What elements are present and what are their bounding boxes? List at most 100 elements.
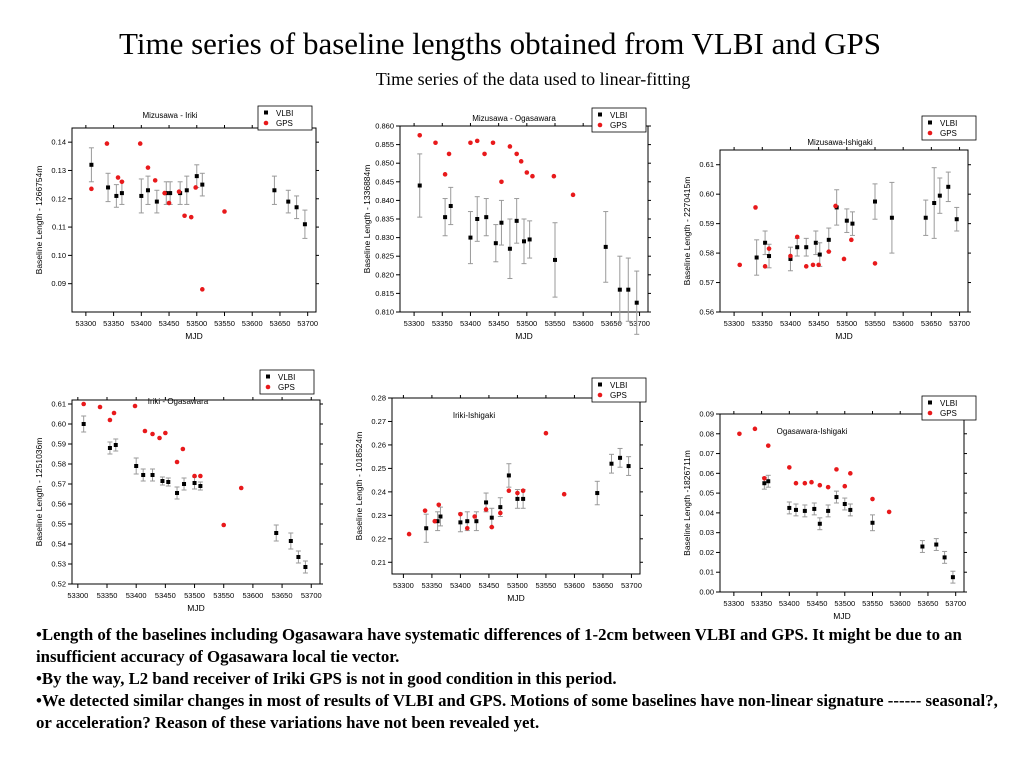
gps-point	[848, 471, 853, 476]
x-tick-label: 53400	[779, 599, 800, 608]
gps-point	[551, 173, 557, 179]
x-tick-label: 53300	[404, 319, 425, 328]
gps-point	[433, 140, 438, 146]
chart-title: Mizusawa - Iriki	[142, 111, 197, 120]
x-tick-label: 53600	[573, 319, 594, 328]
vlbi-point	[942, 555, 947, 560]
y-axis-label: Baseline Length - 1266754m	[34, 166, 44, 275]
chart-iriki-ogasawara: 53300 53350 53400 53450 53500 53550 53600 53650…	[18, 368, 338, 622]
legend-gps-marker	[597, 122, 603, 128]
x-axis-label: MJD	[515, 331, 532, 341]
vlbi-point	[89, 162, 94, 167]
gps-point	[142, 428, 148, 434]
x-tick-label: 53700	[297, 319, 318, 328]
x-tick-label: 53450	[478, 581, 499, 590]
gps-point	[432, 518, 438, 524]
legend-vlbi-label: VLBI	[610, 111, 627, 120]
y-tick-label: 0.05	[699, 489, 714, 498]
vlbi-point	[274, 531, 279, 535]
chart-svg: 53300 53350 53400 53450 53500 53550 53600 53650…	[362, 107, 651, 341]
gps-point	[737, 431, 742, 437]
x-tick-label: 53450	[488, 319, 509, 328]
y-tick-label: 0.22	[371, 534, 386, 543]
y-tick-label: 0.850	[375, 159, 394, 168]
chart-title: Mizusawa-Ishigaki	[807, 138, 873, 147]
x-tick-label: 53300	[393, 581, 414, 590]
gps-point	[115, 175, 121, 180]
vlbi-point	[817, 521, 822, 526]
gps-point	[111, 410, 117, 416]
x-tick-label: 53300	[75, 319, 96, 328]
y-tick-label: 0.12	[51, 194, 66, 203]
gps-point	[498, 510, 503, 516]
x-tick-label: 53450	[808, 319, 829, 328]
y-tick-label: 0.860	[375, 122, 394, 131]
y-tick-label: 0.25	[371, 464, 386, 473]
gps-point	[762, 264, 768, 269]
gps-point	[752, 426, 758, 432]
y-tick-label: 0.58	[699, 249, 714, 258]
vlbi-point	[812, 506, 817, 511]
gps-point	[221, 522, 227, 528]
gps-point	[180, 446, 186, 452]
bullet-list: •Length of the baselines including Ogasa…	[36, 624, 1011, 734]
gps-point	[458, 511, 463, 517]
x-tick-label: 53300	[723, 599, 744, 608]
slide-subtitle: Time series of the data used to linear-f…	[375, 69, 691, 89]
legend-vlbi-marker	[928, 120, 932, 125]
vlbi-point	[603, 244, 608, 249]
gps-point	[490, 140, 496, 146]
y-tick-label: 0.28	[371, 394, 386, 403]
vlbi-point	[766, 479, 771, 484]
legend-box	[921, 115, 977, 141]
vlbi-point	[134, 464, 139, 468]
y-tick-label: 0.00	[699, 588, 714, 597]
x-tick-label: 53700	[945, 599, 966, 608]
x-tick-label: 53550	[536, 581, 557, 590]
vlbi-point	[950, 575, 955, 580]
chart-mizusawa-iriki: 53300 53350 53400 53450 53500 53550 53600 53650…	[18, 98, 338, 350]
gps-point	[162, 190, 167, 196]
gps-point	[825, 484, 831, 490]
vlbi-point	[754, 255, 759, 260]
vlbi-point	[498, 505, 503, 510]
vlbi-point	[493, 241, 498, 246]
vlbi-point	[168, 191, 173, 196]
chart-mizusawa-ogasawara: 53300 53350 53400 53450 53500 53550 53600 53650…	[350, 107, 670, 350]
plot-frame	[71, 399, 321, 585]
y-axis-label: Baseline Length - 2270415m	[682, 177, 692, 286]
gps-point	[809, 479, 814, 485]
gps-point	[104, 141, 110, 146]
y-tick-label: 0.09	[51, 279, 66, 288]
legend-gps-marker	[597, 392, 603, 398]
y-tick-label: 0.06	[699, 469, 714, 478]
x-tick-label: 53650	[593, 581, 614, 590]
x-tick-label: 53550	[213, 591, 234, 600]
y-tick-label: 0.56	[51, 500, 66, 509]
vlbi-point	[424, 526, 429, 531]
gps-point	[200, 287, 205, 292]
gps-point	[176, 189, 182, 194]
gps-point	[119, 179, 125, 185]
bullet-item: •By the way, L2 band receiver of Iriki G…	[36, 669, 617, 688]
vlbi-point	[626, 287, 631, 292]
y-tick-label: 0.57	[51, 480, 66, 489]
vlbi-point	[468, 235, 473, 240]
x-tick-label: 53550	[865, 319, 886, 328]
gps-point	[793, 480, 799, 486]
y-tick-label: 0.03	[699, 528, 714, 537]
gps-point	[520, 488, 526, 493]
y-tick-label: 0.58	[51, 460, 66, 469]
legend-vlbi-label: VLBI	[940, 399, 957, 408]
gps-point	[97, 404, 103, 410]
gps-point	[524, 170, 530, 175]
chart-svg: 53300 53350 53400 53450 53500 53550 53600 53650…	[682, 115, 977, 341]
x-tick-label: 53450	[807, 599, 828, 608]
x-tick-label: 53350	[103, 319, 124, 328]
gps-point	[507, 144, 513, 149]
legend-gps-label: GPS	[610, 121, 627, 130]
x-tick-label: 53350	[752, 319, 773, 328]
x-tick-label: 53350	[97, 591, 118, 600]
vlbi-point	[150, 473, 155, 477]
x-tick-label: 53550	[862, 599, 883, 608]
